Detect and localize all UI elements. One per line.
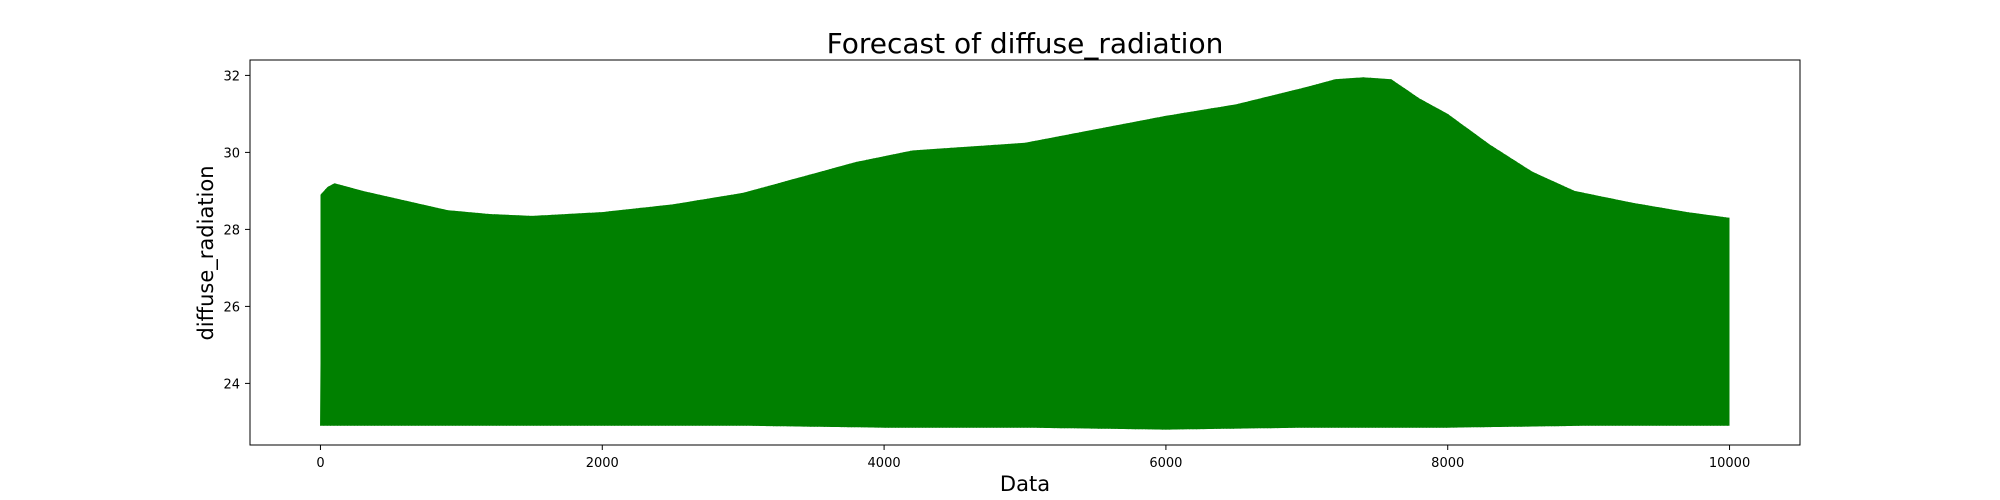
x-tick-label: 6000 <box>1149 456 1182 471</box>
chart-title: Forecast of diffuse_radiation <box>827 27 1224 60</box>
x-tick-label: 2000 <box>586 456 619 471</box>
series-line <box>320 77 1730 430</box>
y-axis-title: diffuse_radiation <box>194 165 219 340</box>
y-tick-label: 26 <box>223 300 240 315</box>
y-tick-label: 32 <box>223 69 240 84</box>
plot-area <box>320 77 1730 430</box>
x-tick-label: 4000 <box>868 456 901 471</box>
x-axis: 0 2000 4000 6000 8000 10000 <box>316 445 1750 471</box>
y-tick-label: 24 <box>223 377 240 392</box>
y-axis: 24 26 28 30 32 <box>223 69 250 392</box>
plot-frame <box>249 59 1801 446</box>
x-tick-label: 8000 <box>1431 456 1464 471</box>
x-axis-title: Data <box>1000 472 1050 496</box>
y-tick-label: 28 <box>223 223 240 238</box>
x-tick-label: 10000 <box>1709 456 1750 471</box>
x-tick-label: 0 <box>316 456 324 471</box>
y-tick-label: 30 <box>223 146 240 161</box>
